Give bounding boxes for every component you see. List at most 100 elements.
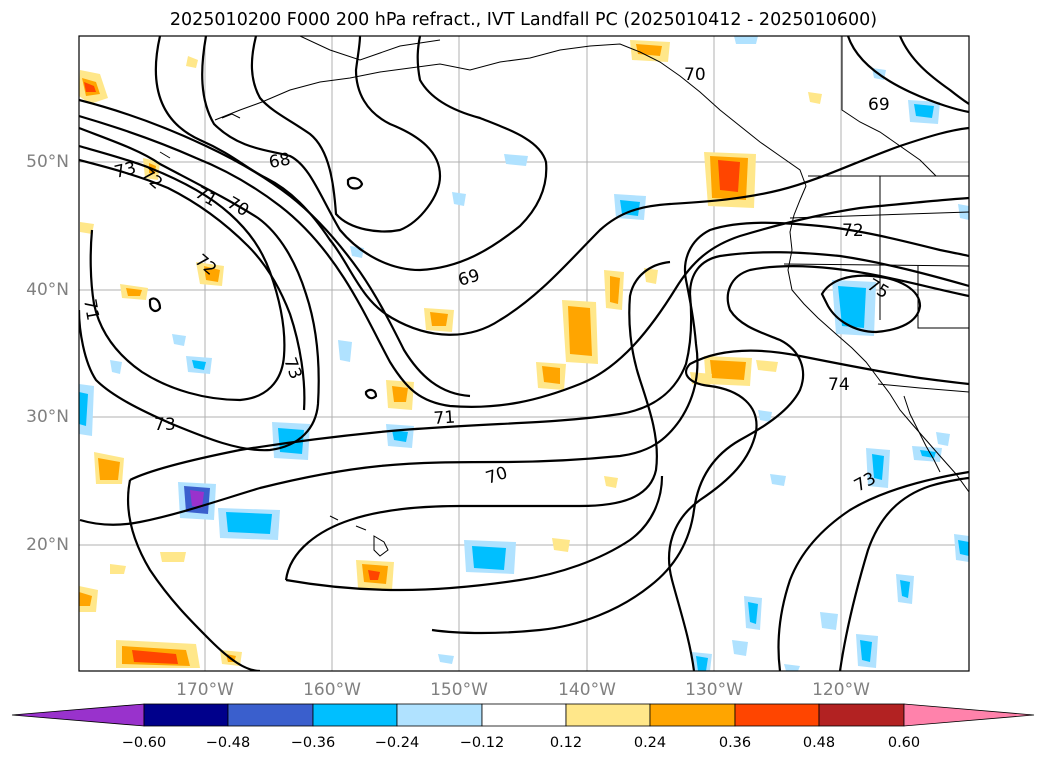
coastline-alaska xyxy=(214,43,807,187)
colorbar-segment xyxy=(396,703,483,727)
contour-line xyxy=(79,158,306,411)
shade-patch-positive xyxy=(568,306,592,356)
contour-line xyxy=(364,388,378,400)
contour-line xyxy=(79,144,286,402)
contour-line xyxy=(777,470,969,671)
shade-patch-positive xyxy=(808,92,822,104)
border-state xyxy=(917,266,969,329)
colorbar-segment xyxy=(312,703,398,727)
shade-patch-positive xyxy=(756,360,778,372)
colorbar-tick: 0.24 xyxy=(633,735,667,751)
lon-label: 140°W xyxy=(558,680,616,700)
colorbar-tick: −0.60 xyxy=(121,735,167,751)
shade-patch-negative xyxy=(172,334,186,346)
border-alaska-canada xyxy=(841,36,937,177)
shade-patch-negative xyxy=(392,430,408,442)
contour-label: 71 xyxy=(192,183,221,211)
colorbar-tick: −0.36 xyxy=(290,735,336,751)
contour-label: 72 xyxy=(137,165,166,194)
shade-patch-negative xyxy=(620,200,640,216)
shade-patch-negative xyxy=(770,474,786,486)
shade-patch-negative xyxy=(838,286,866,328)
contour-line xyxy=(846,36,969,114)
coastline-canada-bc xyxy=(789,185,807,251)
colorbar-tick: −0.24 xyxy=(374,735,420,751)
lon-label: 160°W xyxy=(303,680,361,700)
contour-label: 68 xyxy=(267,149,292,172)
shade-patch-negative xyxy=(784,664,800,671)
colorbar xyxy=(11,703,1035,727)
shade-patch-negative xyxy=(452,192,466,206)
colorbar-segment xyxy=(143,703,229,727)
contour-line xyxy=(346,176,364,190)
lon-label: 150°W xyxy=(430,680,488,700)
contour-line xyxy=(431,265,969,635)
shade-patch-positive xyxy=(430,312,448,326)
contour-line xyxy=(79,126,320,452)
contour-line xyxy=(285,475,664,592)
border-us-mexico xyxy=(877,383,969,393)
colorbar-segment xyxy=(649,703,736,727)
shade-patch-positive xyxy=(204,266,220,282)
lat-label: 40°N xyxy=(26,280,69,300)
contour-line xyxy=(898,36,969,105)
shade-patch-positive xyxy=(392,386,408,402)
shade-patch-negative xyxy=(110,360,122,374)
contour-line xyxy=(668,349,969,671)
contour-label: 69 xyxy=(868,95,890,115)
colorbar-segment xyxy=(565,703,651,727)
contour-label: 73 xyxy=(154,415,176,435)
shade-patch-negative xyxy=(820,612,838,630)
shade-patch-negative xyxy=(338,340,352,362)
colorbar-tick: −0.12 xyxy=(459,735,505,751)
contour-line xyxy=(79,98,471,398)
shade-patch-positive xyxy=(186,56,198,68)
shade-patch-positive xyxy=(84,82,96,92)
shade-patch-negative xyxy=(734,36,758,44)
shade-patch-positive xyxy=(604,476,618,488)
shade-patch-positive xyxy=(80,222,94,234)
island xyxy=(221,113,241,119)
contour-line xyxy=(838,476,969,671)
contour-line xyxy=(820,274,922,334)
contour-label: 70 xyxy=(224,193,253,221)
shade-patch-negative xyxy=(696,656,708,671)
shade-patch-positive xyxy=(98,458,120,480)
shade-patch-negative xyxy=(732,640,748,656)
shaded-field xyxy=(79,36,969,671)
lat-label: 20°N xyxy=(26,535,69,555)
colorbar-segment xyxy=(734,703,820,727)
shade-patch-positive xyxy=(132,650,178,664)
shade-patch-negative xyxy=(472,546,506,570)
colorbar-tick: 0.12 xyxy=(549,735,583,751)
lat-label: 50°N xyxy=(26,152,69,172)
shade-patch-positive xyxy=(718,160,740,192)
coastline-baja xyxy=(903,395,941,473)
shade-patch-negative xyxy=(192,360,206,370)
shade-patch-negative xyxy=(860,640,872,662)
colorbar-tick: −0.48 xyxy=(205,735,251,751)
contour-line xyxy=(126,479,261,671)
coastlines xyxy=(159,36,969,557)
shade-patch-negative xyxy=(190,490,204,508)
colorbar-tick: 0.48 xyxy=(802,735,836,751)
contour-label: 70 xyxy=(684,65,706,85)
shade-patch-positive xyxy=(368,570,380,580)
shade-patch-positive xyxy=(126,288,142,296)
colorbar-extend-max xyxy=(903,703,1035,727)
map-frame xyxy=(78,35,970,672)
contour-line xyxy=(129,251,969,481)
shade-patch-positive xyxy=(710,360,746,380)
contour-line xyxy=(201,36,548,272)
shade-patch-negative xyxy=(872,454,884,480)
lon-label: 130°W xyxy=(685,680,743,700)
contour-line xyxy=(250,36,442,233)
colorbar-segment xyxy=(818,703,905,727)
shade-patch-positive xyxy=(110,564,126,574)
shade-patch-negative xyxy=(958,540,969,556)
shade-patch-positive xyxy=(542,366,560,384)
lat-label: 30°N xyxy=(26,407,69,427)
shade-patch-negative xyxy=(79,392,88,426)
shade-patch-negative xyxy=(914,104,934,118)
